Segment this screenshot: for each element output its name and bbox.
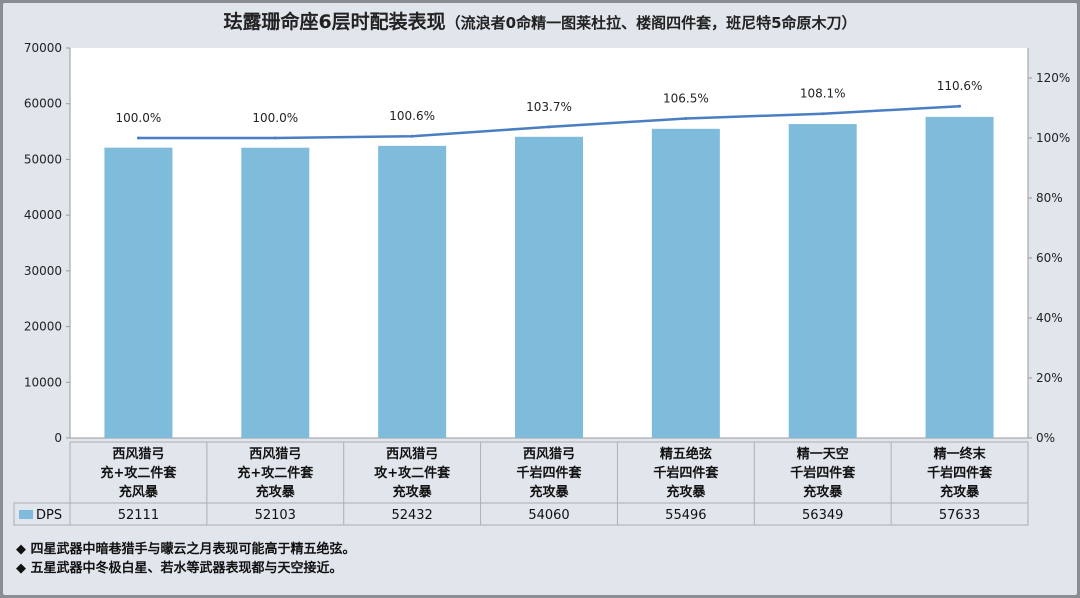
category-label: 精五绝弦 xyxy=(660,446,712,462)
category-label: 充攻暴 xyxy=(393,484,433,500)
y-tick-label: 0 xyxy=(54,431,62,445)
category-label: 充风暴 xyxy=(119,484,159,500)
category-label: 千岩四件套 xyxy=(653,465,719,481)
category-label: 攻+攻二件套 xyxy=(374,465,451,481)
line-point xyxy=(273,136,277,140)
footnotes: ◆ 四星武器中暗巷猎手与曚云之月表现可能高于精五绝弦。 ◆ 五星武器中冬极白星、… xyxy=(16,540,356,578)
bar xyxy=(378,145,447,439)
bar xyxy=(788,124,857,438)
y-tick-label: 60000 xyxy=(24,97,62,111)
table-value: 54060 xyxy=(528,508,569,523)
category-label: 充攻暴 xyxy=(803,484,843,500)
bar xyxy=(104,147,173,438)
table-value: 52432 xyxy=(391,508,432,523)
line-point xyxy=(684,117,688,120)
table-value: 57633 xyxy=(939,508,980,523)
data-label: 100.6% xyxy=(389,109,435,123)
bar xyxy=(925,116,994,438)
table-header-row xyxy=(69,441,1029,504)
category-label: 充攻暴 xyxy=(529,484,569,500)
category-label: 精一终末 xyxy=(934,446,987,462)
table-dps-row xyxy=(13,502,1029,526)
y2-tick-label: 60% xyxy=(1036,251,1063,265)
table-value: 52111 xyxy=(118,508,159,523)
data-label: 100.0% xyxy=(116,111,162,125)
bar xyxy=(241,147,310,438)
table-value: 55496 xyxy=(665,508,706,523)
category-label: 千岩四件套 xyxy=(927,465,993,481)
data-label: 110.6% xyxy=(937,79,983,93)
category-label: 精一天空 xyxy=(797,446,849,462)
y2-tick-label: 0% xyxy=(1036,431,1055,445)
category-label: 西风猎弓 xyxy=(523,446,575,462)
category-label: 西风猎弓 xyxy=(112,446,164,462)
y-tick-label: 30000 xyxy=(24,264,62,278)
bar xyxy=(515,136,583,438)
y2-tick-label: 40% xyxy=(1036,311,1063,325)
y-tick-label: 70000 xyxy=(24,41,62,55)
category-label: 充+攻二件套 xyxy=(100,465,177,481)
y-tick-label: 20000 xyxy=(24,320,62,334)
y2-tick-label: 80% xyxy=(1036,191,1063,205)
data-label: 108.1% xyxy=(800,87,846,101)
table-value: 56349 xyxy=(802,508,843,523)
line-point xyxy=(958,104,962,108)
category-label: 充攻暴 xyxy=(666,484,706,500)
y-tick-label: 40000 xyxy=(24,208,62,222)
legend-swatch xyxy=(19,510,33,519)
legend-label: DPS xyxy=(36,508,62,523)
note: ◆ 四星武器中暗巷猎手与曚云之月表现可能高于精五绝弦。 xyxy=(16,542,356,557)
note: ◆ 五星武器中冬极白星、若水等武器表现都与天空接近。 xyxy=(16,561,343,576)
category-label: 西风猎弓 xyxy=(249,446,301,462)
data-label: 106.5% xyxy=(663,92,709,106)
chart-title: 珐露珊命座6层时配装表现（流浪者0命精一图莱杜拉、楼阁四件套，班尼特5命原木刀） xyxy=(223,10,856,33)
line-point xyxy=(410,134,414,138)
table-value: 52103 xyxy=(255,508,296,523)
line-point xyxy=(547,125,551,129)
data-label: 100.0% xyxy=(252,111,298,125)
category-label: 西风猎弓 xyxy=(386,446,438,462)
category-label: 充攻暴 xyxy=(940,484,980,500)
line-point xyxy=(136,136,140,140)
y-tick-label: 50000 xyxy=(24,152,62,166)
y2-tick-label: 100% xyxy=(1036,131,1070,145)
data-label: 103.7% xyxy=(526,100,572,114)
category-label: 充+攻二件套 xyxy=(237,465,314,481)
y-tick-label: 10000 xyxy=(24,375,62,389)
y2-tick-label: 120% xyxy=(1036,71,1070,85)
category-label: 千岩四件套 xyxy=(790,465,856,481)
line-point xyxy=(821,112,825,116)
category-label: 充攻暴 xyxy=(256,484,296,500)
y2-tick-label: 20% xyxy=(1036,371,1063,385)
bar xyxy=(651,128,720,439)
category-label: 千岩四件套 xyxy=(516,465,582,481)
